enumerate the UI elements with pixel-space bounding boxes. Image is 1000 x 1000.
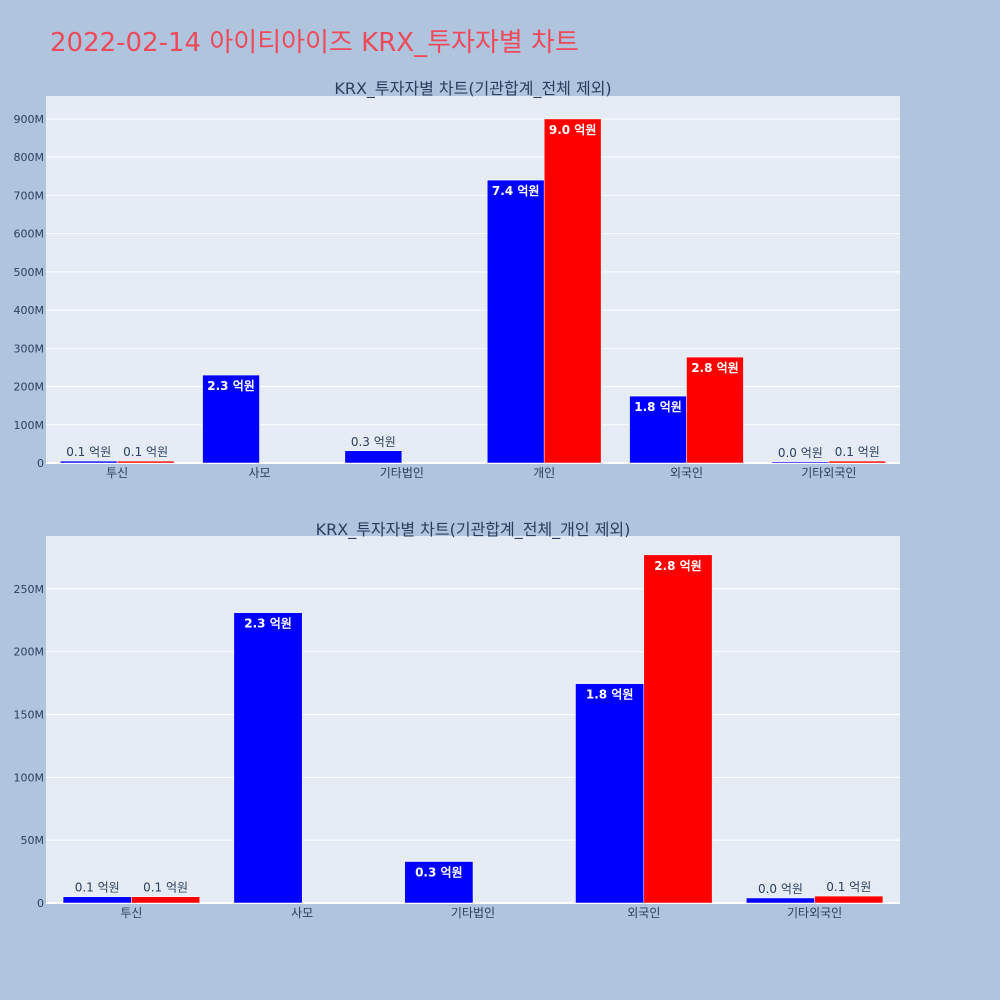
data-label: 1.8 억원 [634,400,682,414]
data-label: 0.1 억원 [75,881,120,895]
data-label: 9.0 억원 [549,123,597,137]
bar [643,554,713,904]
bar [828,460,887,464]
x-tick-label: 투신 [120,906,142,920]
data-label: 2.8 억원 [691,361,739,375]
bar [629,395,687,464]
chart-2: 0 50M 100M 150M 200M 250M KRX_투자자별 차트(기관합계_전체_… [14,520,900,920]
x-tick-label: 기타외국인 [801,466,856,480]
y-tick-label: 400M [14,304,45,317]
bar [131,896,200,904]
data-label: 7.4 억원 [492,184,540,198]
y-tick-label: 200M [14,381,45,394]
data-label: 2.3 억원 [207,379,255,393]
data-label: 0.1 억원 [826,880,871,894]
y-tick-label: 100M [14,771,45,784]
y-tick-label: 250M [14,583,45,596]
bar [771,461,830,464]
bar [575,683,645,904]
x-tick-label: 외국인 [627,906,660,920]
data-label: 2.3 억원 [244,617,292,631]
y-tick-label: 150M [14,708,45,721]
data-label: 0.1 억원 [66,445,111,459]
y-tick-label: 500M [14,266,45,279]
x-tick-label: 사모 [248,466,270,480]
bar [62,896,132,904]
x-tick-label: 기타법인 [380,466,424,480]
x-tick-label: 기타법인 [451,906,495,920]
data-label: 0.1 억원 [143,881,188,895]
bar [202,374,260,464]
data-label: 0.1 억원 [835,445,880,459]
bar [404,861,474,904]
y-tick-label: 800M [14,151,45,164]
bar [59,460,118,464]
bar [116,460,175,464]
data-label: 0.0 억원 [758,882,803,896]
y-tick-label: 50M [21,834,45,847]
plot-area [46,536,900,903]
bar [814,895,884,904]
data-label: 1.8 억원 [586,688,634,702]
data-label: 0.0 억원 [778,446,823,460]
bar [486,179,545,464]
y-tick-label: 300M [14,342,45,355]
plot-area [46,96,900,463]
y-tick-label: 900M [14,113,45,126]
chart-title: KRX_투자자별 차트(기관합계_전체_개인 제외) [316,520,631,540]
x-tick-label: 기타외국인 [787,906,842,920]
bar [233,612,303,904]
bar [543,118,602,464]
bar [344,450,403,464]
x-tick-label: 투신 [106,466,128,480]
chart-1: 0 100M 200M 300M 400M 500M 600M 700M 800M 900M KRX… [14,79,900,480]
y-tick-label: 200M [14,646,45,659]
bar [686,356,744,464]
bar [746,897,815,904]
data-label: 0.1 억원 [123,445,168,459]
data-label: 0.3 억원 [415,866,463,880]
y-tick-label: 100M [14,419,45,432]
y-tick-label: 600M [14,228,45,241]
y-tick-label: 700M [14,189,45,202]
y-tick-label: 0 [37,457,44,470]
data-label: 2.8 억원 [654,559,702,573]
data-label: 0.3 억원 [351,435,396,449]
chart-title: KRX_투자자별 차트(기관합계_전체 제외) [334,79,611,99]
x-tick-label: 사모 [291,906,313,920]
y-tick-label: 0 [37,897,44,910]
x-tick-label: 개인 [533,466,555,480]
page-title: 2022-02-14 아이티아이즈 KRX_투자자별 차트 [50,28,579,58]
x-tick-label: 외국인 [670,466,703,480]
